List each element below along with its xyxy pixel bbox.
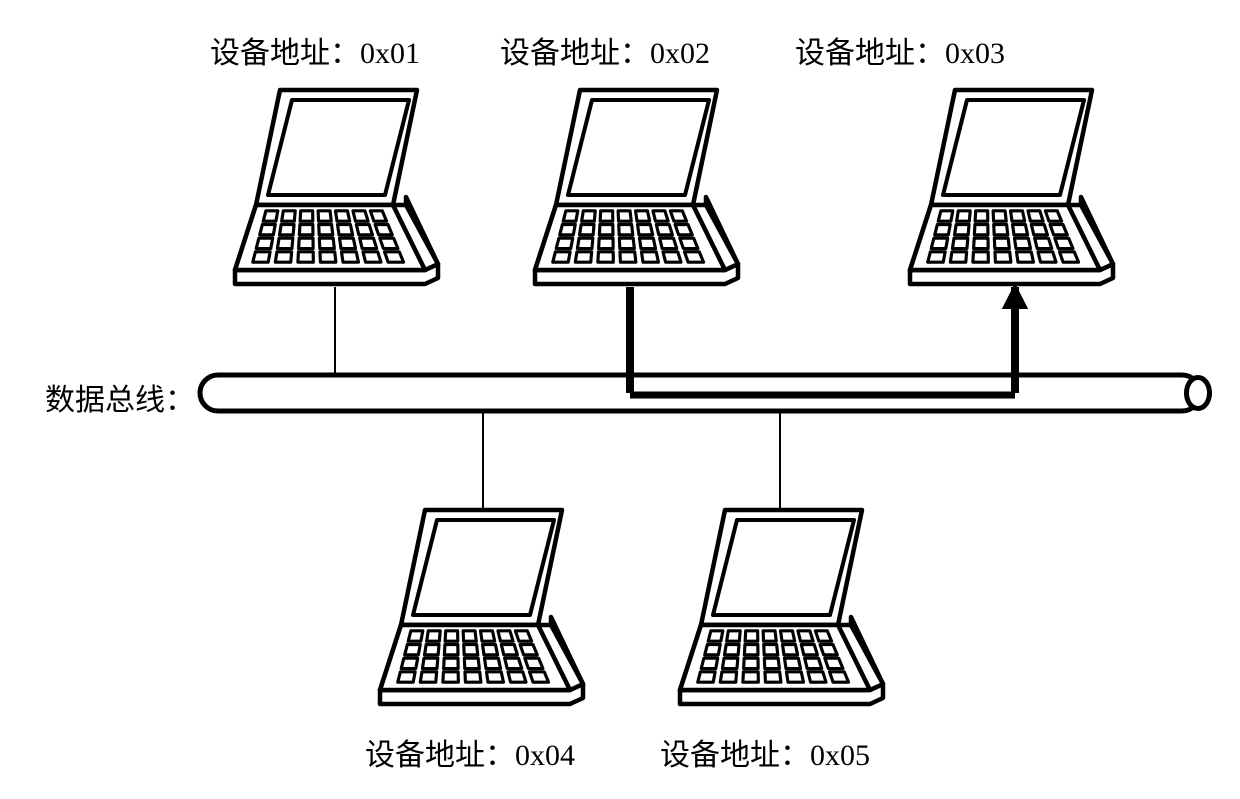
device-d4 [370, 500, 595, 720]
laptop-icon [370, 500, 595, 715]
laptop-icon [525, 80, 750, 295]
device-d1 [225, 80, 450, 300]
device-label-d3: 设备地址：0x03 [795, 28, 1005, 72]
diagram-canvas: 设备地址：0x01 设备地址：0x02 设备地址：0x03 设备地址：0x04 设备地址… [0, 0, 1240, 799]
laptop-icon [225, 80, 450, 295]
bus-label: 数据总线： [45, 375, 195, 419]
device-d2 [525, 80, 750, 300]
device-label-d5: 设备地址：0x05 [660, 730, 870, 774]
device-label-d2: 设备地址：0x02 [500, 28, 710, 72]
laptop-icon [900, 80, 1125, 295]
device-d3 [900, 80, 1125, 300]
device-d5 [670, 500, 895, 720]
device-label-d4: 设备地址：0x04 [365, 730, 575, 774]
device-label-d1: 设备地址：0x01 [210, 28, 420, 72]
laptop-icon [670, 500, 895, 715]
